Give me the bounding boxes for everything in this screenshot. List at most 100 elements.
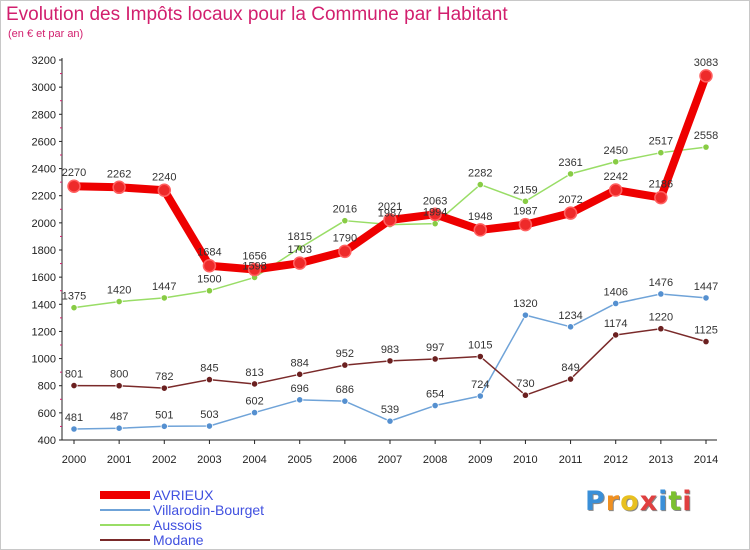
x-tick-label: 2008 — [423, 454, 447, 466]
y-tick-label: 400 — [38, 435, 56, 447]
data-point — [296, 396, 304, 404]
data-point — [112, 180, 126, 195]
legend-swatch — [100, 539, 150, 541]
data-point — [296, 244, 304, 252]
x-tick-label: 2006 — [333, 454, 357, 466]
legend-swatch — [100, 524, 150, 526]
data-point — [566, 375, 575, 383]
data-point — [386, 357, 394, 365]
data-point — [341, 217, 349, 225]
data-point — [205, 376, 214, 384]
x-tick-label: 2012 — [603, 454, 627, 466]
data-point — [431, 355, 439, 363]
x-tick-label: 2003 — [197, 454, 221, 466]
data-label: 2282 — [468, 168, 492, 180]
data-label: 2186 — [649, 179, 673, 191]
y-tick-label: 2000 — [32, 218, 56, 230]
data-label: 1234 — [558, 310, 582, 322]
data-point — [341, 397, 349, 405]
data-point — [250, 408, 259, 417]
brand-letter: x — [639, 486, 659, 517]
x-tick-label: 2011 — [559, 454, 583, 466]
data-label: 686 — [336, 384, 354, 396]
data-label: 503 — [200, 409, 218, 421]
data-point — [383, 213, 397, 227]
series-lines — [67, 69, 713, 433]
data-label: 1220 — [649, 312, 673, 324]
data-point — [518, 217, 533, 232]
data-point — [612, 299, 620, 308]
chart-title: Evolution des Impôts locaux pour la Comm… — [6, 4, 508, 25]
data-point — [521, 391, 530, 399]
data-label: 1447 — [152, 281, 176, 293]
data-point — [341, 361, 349, 369]
data-label: 696 — [291, 383, 309, 395]
data-label: 1375 — [62, 291, 86, 303]
data-label: 800 — [110, 369, 128, 381]
data-label: 1987 — [378, 208, 402, 220]
data-label: 481 — [65, 412, 83, 424]
data-point — [115, 382, 123, 390]
data-point — [566, 170, 575, 178]
data-point — [654, 190, 668, 205]
data-label: 1684 — [197, 247, 221, 259]
x-tick-label: 2007 — [378, 454, 402, 466]
y-tick-label: 3200 — [32, 55, 56, 67]
data-point — [160, 422, 168, 430]
data-point — [292, 256, 307, 270]
data-point — [296, 370, 304, 378]
data-point — [157, 183, 172, 198]
data-label: 1790 — [333, 232, 357, 244]
data-point — [205, 422, 214, 430]
legend-label: Aussois — [153, 517, 203, 533]
data-label: 884 — [291, 357, 309, 369]
legend-swatch — [100, 491, 150, 499]
data-label: 801 — [65, 369, 83, 381]
data-point — [612, 158, 620, 166]
x-tick-label: 2002 — [152, 454, 176, 466]
data-point — [205, 287, 214, 295]
data-point — [608, 183, 623, 197]
y-tick-label: 1000 — [32, 354, 56, 366]
data-label: 3083 — [694, 57, 718, 69]
data-point — [521, 311, 530, 319]
data-label: 501 — [155, 409, 173, 421]
data-label: 2361 — [558, 157, 582, 169]
data-point — [160, 384, 168, 392]
axes: 400 600 800 1000 1200 1400 1600 1800 2000 2200 240… — [32, 55, 719, 466]
x-tick-label: 2009 — [468, 454, 492, 466]
data-label: 1476 — [649, 277, 673, 289]
chart-subtitle: (en € et par an) — [8, 28, 84, 40]
data-label: 2240 — [152, 171, 176, 183]
data-point — [202, 258, 217, 273]
x-tick-label: 2001 — [107, 454, 131, 466]
data-point — [386, 417, 394, 425]
data-point — [70, 425, 78, 433]
data-label: 1598 — [242, 260, 266, 272]
x-tick-label: 2013 — [649, 454, 673, 466]
y-tick-label: 2400 — [32, 164, 56, 176]
data-label: 2517 — [649, 136, 673, 148]
data-point — [70, 304, 78, 312]
data-point — [521, 197, 530, 205]
legend-label: Modane — [153, 532, 204, 548]
data-label: 2072 — [558, 194, 582, 206]
data-point — [160, 294, 168, 302]
legend-label: Villarodin-Bourget — [153, 502, 265, 518]
data-point — [431, 401, 439, 410]
brand-letter: o — [620, 486, 640, 517]
legend-label: AVRIEUX — [153, 487, 214, 503]
data-label: 1994 — [423, 207, 447, 219]
data-label: 730 — [516, 378, 534, 390]
y-tick-label: 800 — [38, 381, 56, 393]
y-tick-label: 1600 — [32, 272, 56, 284]
data-label: 1015 — [468, 340, 492, 352]
y-tick-label: 3000 — [32, 82, 56, 94]
data-label: 2450 — [603, 145, 627, 157]
data-point — [476, 352, 484, 361]
brand-logo: Proxiti — [585, 486, 693, 517]
data-point — [428, 207, 442, 222]
data-label: 1815 — [287, 231, 311, 243]
